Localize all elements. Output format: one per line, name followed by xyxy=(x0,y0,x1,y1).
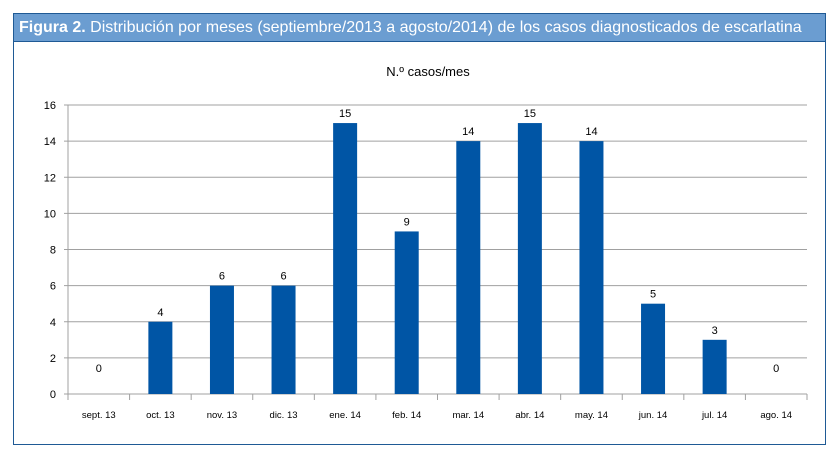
y-tick-label: 2 xyxy=(50,353,56,365)
y-tick-label: 8 xyxy=(50,245,56,257)
x-tick-label: jul. 14 xyxy=(701,410,727,421)
x-tick-label: nov. 13 xyxy=(207,410,237,421)
data-label: 15 xyxy=(524,108,536,120)
x-tick-label: oct. 13 xyxy=(146,410,175,421)
bar xyxy=(641,303,666,394)
y-tick-label: 10 xyxy=(44,208,56,220)
x-tick-label: ago. 14 xyxy=(760,410,792,421)
data-label: 0 xyxy=(96,363,102,375)
y-tick-label: 4 xyxy=(50,317,56,329)
figure-caption: Distribución por meses (septiembre/2013 … xyxy=(90,19,802,36)
x-tick-label: abr. 14 xyxy=(515,410,544,421)
figure-label: Figura 2. xyxy=(19,19,86,36)
data-label: 6 xyxy=(280,271,286,283)
bar xyxy=(209,285,234,394)
data-label: 15 xyxy=(339,108,351,120)
y-tick-label: 14 xyxy=(44,136,56,148)
chart-title: N.º casos/mes xyxy=(386,64,470,79)
x-tick-label: dic. 13 xyxy=(270,410,298,421)
x-tick-label: feb. 14 xyxy=(392,410,421,421)
bar xyxy=(333,123,358,394)
data-label: 14 xyxy=(585,126,597,138)
y-tick-label: 12 xyxy=(44,172,56,184)
data-label: 14 xyxy=(462,126,474,138)
y-tick-label: 6 xyxy=(50,281,56,293)
x-tick-label: may. 14 xyxy=(575,410,608,421)
x-tick-label: jun. 14 xyxy=(638,410,668,421)
data-label: 3 xyxy=(712,325,718,337)
data-label: 4 xyxy=(157,307,163,319)
x-tick-label: mar. 14 xyxy=(452,410,484,421)
bar xyxy=(148,321,173,394)
y-tick-label: 16 xyxy=(44,100,56,112)
figure-header: Figura 2. Distribución por meses (septie… xyxy=(14,14,825,42)
x-tick-label: ene. 14 xyxy=(329,410,361,421)
bar xyxy=(394,231,419,394)
y-tick-label: 0 xyxy=(50,389,56,401)
data-label: 0 xyxy=(773,363,779,375)
data-label: 5 xyxy=(650,289,656,301)
bar xyxy=(517,123,542,394)
data-label: 6 xyxy=(219,271,225,283)
bar xyxy=(456,141,481,394)
bar xyxy=(271,285,296,394)
data-label: 9 xyxy=(404,216,410,228)
x-tick-label: sept. 13 xyxy=(82,410,116,421)
bar xyxy=(579,141,604,394)
bar xyxy=(702,339,727,394)
